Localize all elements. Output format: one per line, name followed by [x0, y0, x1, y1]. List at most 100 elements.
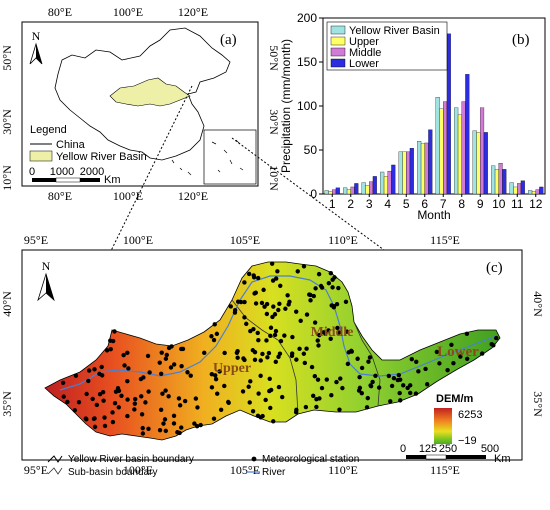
bar-upper-6 — [420, 143, 425, 195]
station-legend-icon — [251, 456, 257, 462]
legend-box — [326, 21, 448, 71]
panel-a-left-tick: 50°N — [0, 45, 14, 71]
meteorological-station — [458, 354, 463, 359]
meteorological-station — [132, 401, 138, 406]
meteorological-station — [297, 346, 302, 352]
bar-upper-12 — [531, 191, 536, 195]
bar-middle-3 — [369, 181, 374, 195]
meteorological-station — [242, 299, 247, 305]
meteorological-station — [90, 396, 95, 402]
meteorological-station — [309, 364, 315, 370]
scale-bar-seg — [406, 455, 426, 459]
meteorological-station — [132, 396, 138, 402]
meteorological-station — [395, 377, 401, 383]
meteorological-station — [164, 352, 169, 358]
island-scatter — [171, 159, 192, 176]
meteorological-station — [364, 405, 370, 410]
meteorological-station — [315, 377, 321, 382]
meteorological-station — [177, 430, 182, 436]
meteorological-station — [272, 332, 278, 338]
meteorological-station — [179, 364, 184, 369]
meteorological-station — [235, 349, 240, 354]
bar-middle-5 — [406, 151, 411, 195]
yellow-river-basin — [44, 261, 501, 441]
bar-upper-5 — [402, 151, 407, 195]
meteorological-station — [158, 371, 164, 376]
region-lower: Lower — [437, 344, 479, 360]
meteorological-station — [102, 423, 108, 429]
bar-upper-9 — [476, 132, 481, 195]
panel-c-bottom-tick: 100°E — [123, 463, 153, 477]
meteorological-station — [336, 330, 341, 335]
meteorological-station — [171, 421, 177, 426]
bar-lower-12 — [539, 186, 544, 195]
meteorological-station — [334, 301, 340, 307]
bar-upper-11 — [513, 186, 518, 195]
meteorological-station — [202, 350, 207, 356]
meteorological-station — [413, 391, 419, 396]
meteorological-station — [102, 415, 107, 420]
meteorological-station — [246, 384, 251, 389]
meteorological-station — [349, 349, 355, 354]
meteorological-station — [368, 383, 373, 388]
bar-middle-4 — [387, 170, 392, 195]
meteorological-station — [317, 396, 322, 401]
bar-upper-10 — [494, 169, 499, 195]
panel-a-top-tick: 100°E — [113, 5, 143, 19]
meteorological-station — [423, 366, 428, 372]
meteorological-station — [338, 376, 343, 381]
meteorological-station — [271, 304, 276, 309]
meteorological-station — [251, 275, 257, 280]
meteorological-station — [449, 342, 454, 347]
yellow-river — [59, 275, 497, 391]
meteorological-station — [345, 361, 351, 367]
meteorological-station — [479, 351, 485, 356]
meteorological-station — [250, 348, 256, 353]
legend-swatch — [330, 58, 346, 68]
x-tick-label: 12 — [529, 197, 543, 211]
bar-lower-11 — [520, 180, 525, 195]
meteorological-station — [289, 351, 295, 356]
meteorological-station — [285, 293, 290, 298]
x-tick-label: 7 — [440, 197, 447, 211]
meteorological-station — [337, 407, 342, 412]
meteorological-station — [273, 328, 279, 334]
meteorological-station — [258, 358, 263, 363]
meteorological-station — [330, 277, 335, 282]
meteorological-station — [451, 360, 456, 366]
panel-c-top-tick: 100°E — [123, 233, 153, 247]
legend-swatch — [330, 36, 346, 46]
meteorological-station — [235, 355, 240, 360]
meteorological-station — [84, 391, 89, 397]
meteorological-station — [398, 398, 403, 403]
panel-c-left-tick: 40°N — [0, 291, 14, 317]
meteorological-station — [211, 416, 217, 421]
meteorological-station — [388, 399, 393, 404]
meteorological-station — [61, 394, 66, 399]
north-label: N — [32, 29, 41, 43]
meteorological-station — [240, 389, 246, 394]
meteorological-station — [143, 400, 148, 405]
meteorological-station — [108, 346, 113, 352]
panel-a-top-tick: 120°E — [178, 5, 208, 19]
meteorological-station — [340, 385, 345, 391]
meteorological-station — [73, 373, 79, 378]
panel-c-top-tick: 115°E — [430, 233, 460, 247]
bar-yellow-river-basin-11 — [509, 182, 514, 195]
meteorological-station — [464, 331, 470, 337]
bar-upper-3 — [365, 185, 370, 195]
y-tick-label: 150 — [297, 55, 317, 69]
bar-lower-4 — [391, 164, 396, 195]
meteorological-station — [252, 357, 258, 363]
meteorological-station — [271, 419, 276, 424]
legend-station: Meteorological station — [262, 454, 359, 465]
meteorological-station — [277, 351, 283, 356]
meteorological-station — [104, 348, 110, 353]
chart-ylabel: Precipitation (mm/month) — [279, 39, 293, 173]
meteorological-station — [344, 329, 350, 334]
y-tick-label: 0 — [310, 187, 317, 201]
meteorological-station — [302, 360, 308, 366]
bar-upper-4 — [383, 176, 388, 195]
scale-label: 2000 — [80, 166, 104, 178]
meteorological-station — [158, 407, 164, 413]
